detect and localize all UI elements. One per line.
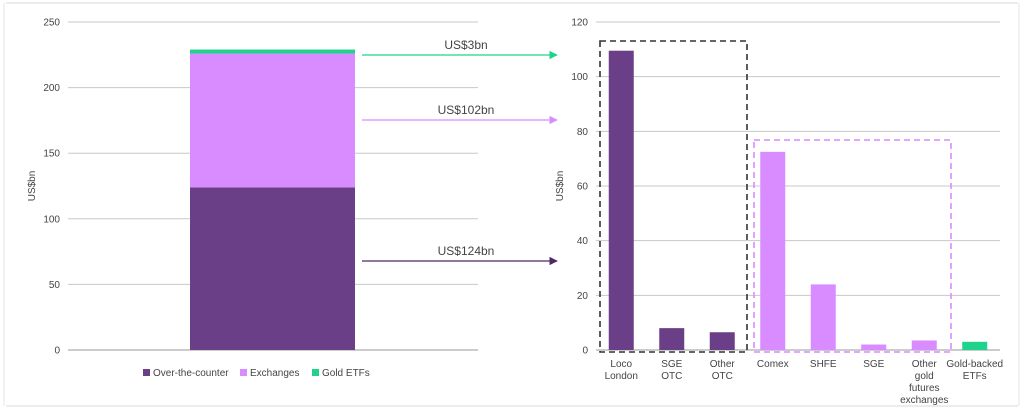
otc-group-box [599, 40, 748, 353]
x-tick-label: SHFE [810, 359, 837, 370]
legend-swatch [240, 369, 247, 376]
left-y-tick-label: 100 [43, 214, 60, 225]
stacked-bar-segment [190, 49, 355, 54]
x-tick-label: OTC [712, 371, 733, 382]
x-tick-label: exchanges [900, 395, 948, 406]
legend-swatch [312, 369, 319, 376]
right-y-tick-label: 80 [577, 127, 589, 138]
bar [911, 340, 937, 350]
right-y-tick-label: 0 [582, 346, 588, 357]
x-tick-label: SGE [863, 359, 884, 370]
right-y-tick-label: 120 [571, 18, 588, 29]
left-y-tick-label: 0 [54, 346, 60, 357]
bar [810, 284, 836, 350]
right-y-axis-label: US$bn [555, 171, 566, 202]
x-tick-label: ETFs [963, 371, 987, 382]
x-tick-label: SGE [661, 359, 682, 370]
right-y-tick-label: 40 [577, 236, 589, 247]
bar [760, 151, 786, 350]
right-y-tick-label: 100 [571, 72, 588, 83]
left-y-tick-label: 50 [49, 280, 61, 291]
x-tick-label: Gold-backed [946, 359, 1003, 370]
legend-label: Over-the-counter [153, 368, 229, 379]
legend-label: Exchanges [250, 368, 299, 379]
stacked-bar-segment [190, 53, 355, 188]
x-tick-label: Comex [757, 359, 789, 370]
legend-label: Gold ETFs [322, 368, 370, 379]
x-tick-label: gold [915, 371, 934, 382]
annotation-label: US$102bn [438, 103, 495, 117]
annotation-label: US$3bn [444, 38, 487, 52]
x-tick-label: OTC [661, 371, 682, 382]
annotation-label: US$124bn [438, 244, 495, 258]
x-tick-label: London [605, 371, 638, 382]
right-y-tick-label: 60 [577, 182, 589, 193]
stacked-bar-segment [190, 187, 355, 350]
x-tick-label: Other [912, 359, 938, 370]
right-y-tick-label: 20 [577, 291, 589, 302]
left-y-tick-label: 200 [43, 83, 60, 94]
x-tick-label: Loco [610, 359, 632, 370]
bar [608, 50, 634, 350]
bar [659, 328, 685, 350]
bar [962, 341, 988, 350]
bar [861, 344, 887, 350]
x-tick-label: futures [909, 383, 940, 394]
bar [709, 332, 735, 350]
left-y-axis-label: US$bn [27, 171, 38, 202]
left-y-tick-label: 250 [43, 18, 60, 29]
x-tick-label: Other [710, 359, 736, 370]
exchanges-group-box [753, 139, 952, 353]
left-y-tick-label: 150 [43, 149, 60, 160]
legend-swatch [143, 369, 150, 376]
